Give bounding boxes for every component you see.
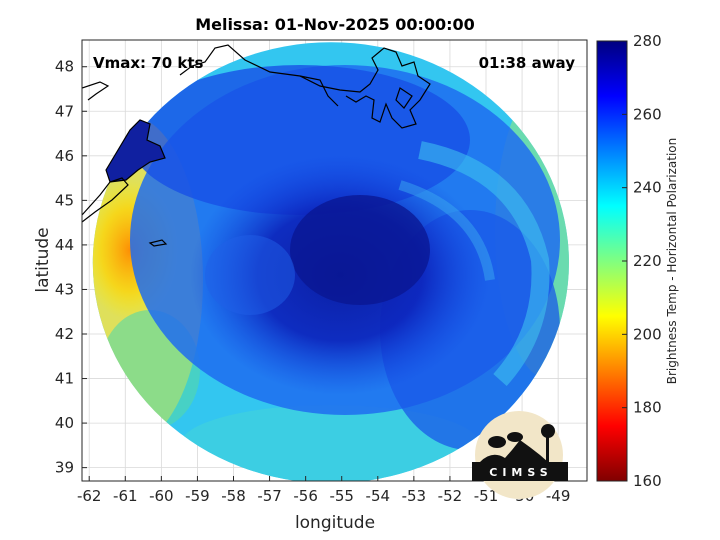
coastline-sable-island — [148, 239, 168, 247]
swath-inner-rainband — [398, 180, 495, 281]
colorbar-tick-label: 260 — [633, 105, 662, 123]
colorbar-tick-label: 220 — [633, 252, 662, 270]
coastline-newfoundland — [179, 44, 431, 129]
satellite-dish-icon — [488, 436, 506, 448]
logo-hills — [480, 440, 548, 462]
y-tick-label: 45 — [55, 191, 74, 209]
x-tick-label: -51 — [474, 487, 499, 505]
x-tick-label: -57 — [257, 487, 282, 505]
y-tick-label: 42 — [55, 325, 74, 343]
y-tick-label: 48 — [55, 58, 74, 76]
colorbar-tick-label: 280 — [633, 32, 662, 50]
colorbar-tick-label: 160 — [633, 472, 662, 490]
y-axis-label: latitude — [33, 227, 53, 292]
logo-text: CIMSS — [489, 466, 552, 479]
x-tick-label: -61 — [113, 487, 138, 505]
colorbar-tick-label: 180 — [633, 399, 662, 417]
x-tick-label: -54 — [366, 487, 391, 505]
colorbar-tick-label: 200 — [633, 325, 662, 343]
logo-banner — [472, 462, 568, 481]
coastline-cape-breton — [105, 119, 166, 183]
satellite-dish-icon-2 — [507, 432, 523, 442]
colorbar-label: Brightness Temp - Horizontal Polarizatio… — [665, 138, 679, 385]
water-tower-icon — [546, 437, 549, 462]
coastline-placentia-bay — [299, 75, 339, 107]
cimss-logo: CIMSS — [472, 411, 568, 499]
y-axis: 39 40 41 42 43 44 45 46 47 48 — [55, 58, 87, 477]
chart-title: Melissa: 01-Nov-2025 00:00:00 — [195, 15, 475, 34]
colorbar-tick-label: 240 — [633, 179, 662, 197]
plot-area: -62-61-60-59-58-57-56-55-54-53-52-51-50-… — [55, 39, 588, 505]
y-tick-label: 46 — [55, 147, 74, 165]
brightness-temp-swath — [92, 42, 569, 481]
colorbar: 160 180 200 220 240 260 280 Brightness Temp - … — [596, 32, 679, 490]
x-tick-label: -60 — [149, 487, 174, 505]
y-tick-label: 44 — [55, 236, 74, 254]
x-axis-label: longitude — [295, 513, 375, 533]
x-tick-label: -58 — [221, 487, 246, 505]
y-tick-label: 41 — [55, 370, 74, 388]
y-tick-label: 43 — [55, 280, 74, 298]
coastline-gaspe — [82, 81, 110, 101]
x-tick-label: -53 — [402, 487, 427, 505]
coastline-conception-bay — [395, 87, 413, 109]
y-tick-label: 40 — [55, 414, 74, 432]
swath-core — [290, 195, 430, 305]
coastlines — [82, 44, 431, 247]
water-tower-tank-icon — [541, 424, 555, 438]
plot-frame — [81, 39, 588, 482]
x-tick-label: -52 — [438, 487, 463, 505]
y-tick-label: 39 — [55, 459, 74, 477]
colorbar-ticks: 160 180 200 220 240 260 280 — [622, 32, 662, 490]
swath-south-cyan — [180, 405, 480, 481]
swath-outer-rainband — [418, 141, 550, 387]
swath-eye-lighter — [205, 235, 295, 315]
y-tick-label: 47 — [55, 102, 74, 120]
x-tick-label: -56 — [293, 487, 318, 505]
coastline-nova-scotia — [82, 177, 129, 223]
time-away-label: 01:38 away — [479, 54, 576, 72]
x-tick-label: -49 — [546, 487, 571, 505]
vmax-label: Vmax: 70 kts — [93, 54, 203, 72]
x-tick-label: -59 — [185, 487, 210, 505]
x-tick-label: -62 — [77, 487, 102, 505]
x-tick-label: -55 — [329, 487, 354, 505]
